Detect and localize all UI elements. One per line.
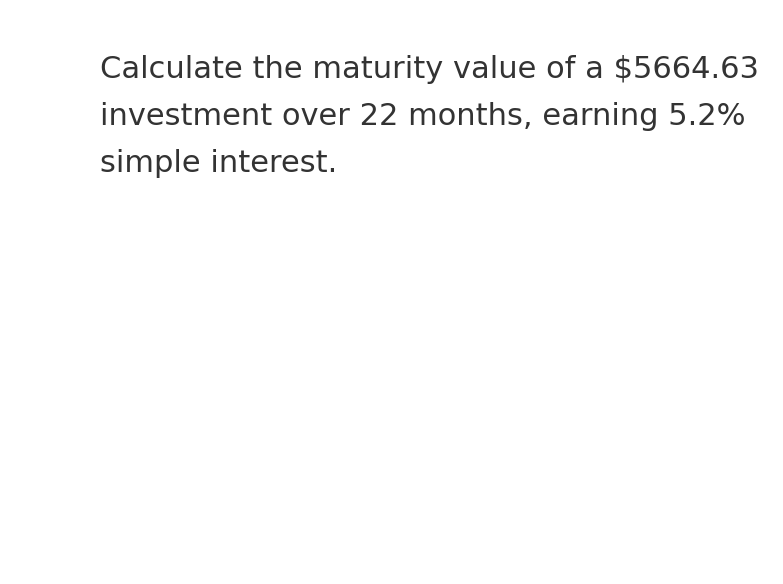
- Text: investment over 22 months, earning 5.2%: investment over 22 months, earning 5.2%: [100, 102, 745, 131]
- Text: Calculate the maturity value of a $5664.63: Calculate the maturity value of a $5664.…: [100, 55, 759, 84]
- Text: simple interest.: simple interest.: [100, 149, 337, 178]
